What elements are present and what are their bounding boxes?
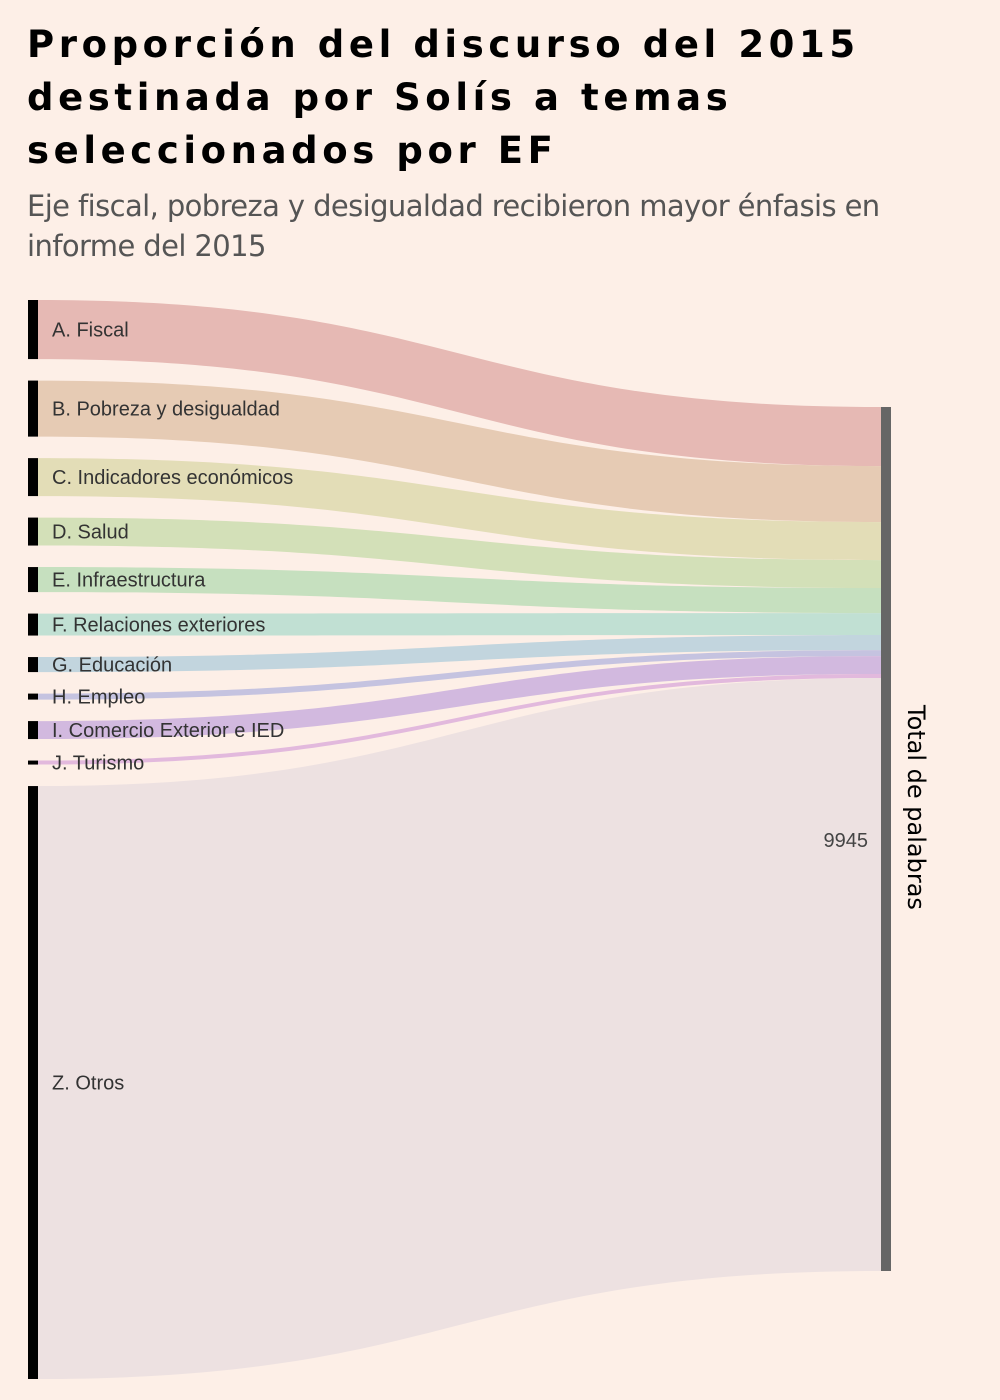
source-label-j-turismo: J. Turismo <box>52 753 144 775</box>
nodes-group <box>28 300 891 1379</box>
links-group <box>38 300 881 1379</box>
source-node-j-turismo[interactable] <box>28 760 38 765</box>
link-h-empleo[interactable] <box>38 650 881 700</box>
link-c-indicadores-economicos[interactable] <box>38 458 881 561</box>
source-node-f-relaciones-exteriores[interactable] <box>28 613 38 636</box>
source-label-f-relaciones-exteriores: F. Relaciones exteriores <box>52 615 265 637</box>
source-node-c-indicadores-economicos[interactable] <box>28 458 38 497</box>
labels-group: A. Fiscal B. Pobreza y desigualdad C. Indi… <box>52 320 293 1095</box>
source-label-g-educacion: G. Educación <box>52 655 172 677</box>
source-node-e-infraestructura[interactable] <box>28 567 38 593</box>
link-z-otros[interactable] <box>38 678 881 1379</box>
link-j-turismo[interactable] <box>38 674 881 765</box>
source-label-i-comercio-exterior-e-ied: I. Comercio Exterior e IED <box>52 720 284 742</box>
link-e-infraestructura[interactable] <box>38 567 881 614</box>
link-f-relaciones-exteriores[interactable] <box>38 613 881 636</box>
source-node-i-comercio-exterior-e-ied[interactable] <box>28 721 38 740</box>
link-b-pobreza-y-desigualdad[interactable] <box>38 380 881 523</box>
link-d-salud[interactable] <box>38 517 881 589</box>
source-node-a-fiscal[interactable] <box>28 300 38 360</box>
source-label-d-salud: D. Salud <box>52 522 129 544</box>
source-node-d-salud[interactable] <box>28 517 38 546</box>
source-label-c-indicadores-economicos: C. Indicadores económicos <box>52 467 293 489</box>
source-label-z-otros: Z. Otros <box>52 1073 124 1095</box>
target-node-label: Total de palabras <box>902 704 930 910</box>
source-label-a-fiscal: A. Fiscal <box>52 320 129 342</box>
source-node-b-pobreza-y-desigualdad[interactable] <box>28 380 38 437</box>
link-g-educacion[interactable] <box>38 635 881 673</box>
source-node-g-educacion[interactable] <box>28 657 38 673</box>
chart-subtitle: Eje fiscal, pobreza y desigualdad recibi… <box>27 189 880 263</box>
chart-title: Proporción del discurso del 2015 destina… <box>27 23 860 172</box>
source-label-e-infraestructura: E. Infraestructura <box>52 570 206 592</box>
link-a-fiscal[interactable] <box>38 300 881 467</box>
target-total-value: 9945 <box>824 830 869 852</box>
source-node-h-empleo[interactable] <box>28 693 38 700</box>
source-label-b-pobreza-y-desigualdad: B. Pobreza y desigualdad <box>52 399 280 421</box>
link-i-comercio-exterior-e-ied[interactable] <box>38 656 881 740</box>
source-label-h-empleo: H. Empleo <box>52 687 145 709</box>
source-node-z-otros[interactable] <box>28 786 38 1379</box>
target-node-total[interactable] <box>881 407 891 1271</box>
